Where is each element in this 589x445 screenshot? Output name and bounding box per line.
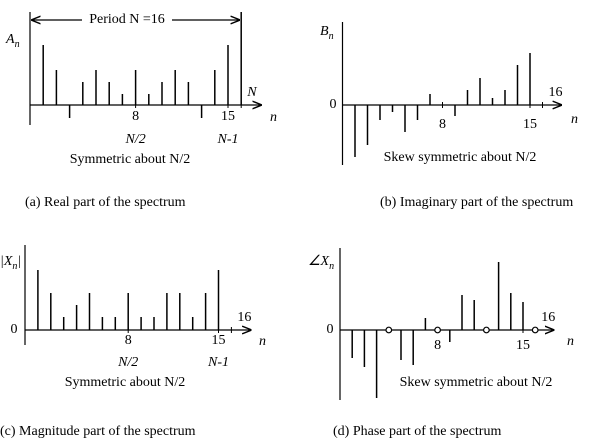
y-axis-label: An — [5, 32, 20, 50]
x-tick-label: 8 — [434, 338, 441, 353]
caption: (c) Magnitude part of the spectrum — [0, 424, 196, 439]
y-axis-label: Bn — [320, 24, 334, 42]
x-tick-label: 8 — [125, 333, 132, 348]
x-tick-label: 16 — [541, 310, 555, 325]
x-tick-note: N-1 — [207, 355, 229, 370]
x-tick-label: 8 — [132, 109, 139, 124]
x-axis-label: n — [571, 112, 578, 127]
caption: (d) Phase part of the spectrum — [333, 424, 501, 439]
y-tick-label: 0 — [327, 322, 334, 337]
x-tick-label: 8 — [439, 117, 446, 132]
y-label-part: | — [17, 254, 21, 269]
y-label-part: n — [12, 261, 17, 272]
period-label: Period N =16 — [89, 12, 165, 27]
x-tick-label: 15 — [221, 109, 235, 124]
y-tick-label: 0 — [330, 97, 337, 112]
note: Skew symmetric about N/2 — [384, 150, 537, 165]
y-label-part: n — [329, 261, 334, 272]
zero-marker — [434, 326, 442, 334]
x-tick-note: N/2 — [124, 132, 145, 147]
x-tick-label: 15 — [516, 338, 530, 353]
y-axis-label: |Xn| — [0, 254, 21, 272]
period-label-bg — [82, 11, 172, 29]
y-label-part: |X — [0, 254, 13, 269]
y-label-part: B — [320, 24, 329, 39]
x-axis-label: n — [567, 334, 574, 349]
zero-marker — [531, 326, 539, 334]
y-label-part: n — [15, 39, 20, 50]
x-tick-label: N — [246, 85, 257, 100]
y-label-part: ∠X — [308, 254, 330, 269]
note: Symmetric about N/2 — [65, 375, 186, 390]
x-axis-label: n — [259, 334, 266, 349]
x-tick-label: 16 — [237, 310, 251, 325]
x-tick-label: 15 — [212, 333, 226, 348]
x-axis-label: n — [270, 110, 277, 125]
note: Symmetric about N/2 — [70, 152, 191, 167]
x-tick-note: N-1 — [217, 132, 239, 147]
caption: (b) Imaginary part of the spectrum — [380, 195, 573, 210]
y-label-part: A — [5, 32, 15, 47]
y-label-part: n — [329, 31, 334, 42]
x-tick-label: 16 — [549, 85, 563, 100]
zero-marker — [385, 326, 393, 334]
x-tick-label: 15 — [523, 117, 537, 132]
y-axis-label: ∠Xn — [308, 254, 334, 272]
note: Skew symmetric about N/2 — [400, 375, 553, 390]
y-tick-label: 0 — [11, 322, 18, 337]
x-tick-note: N/2 — [117, 355, 138, 370]
zero-marker — [483, 326, 490, 334]
caption: (a) Real part of the spectrum — [25, 195, 186, 210]
